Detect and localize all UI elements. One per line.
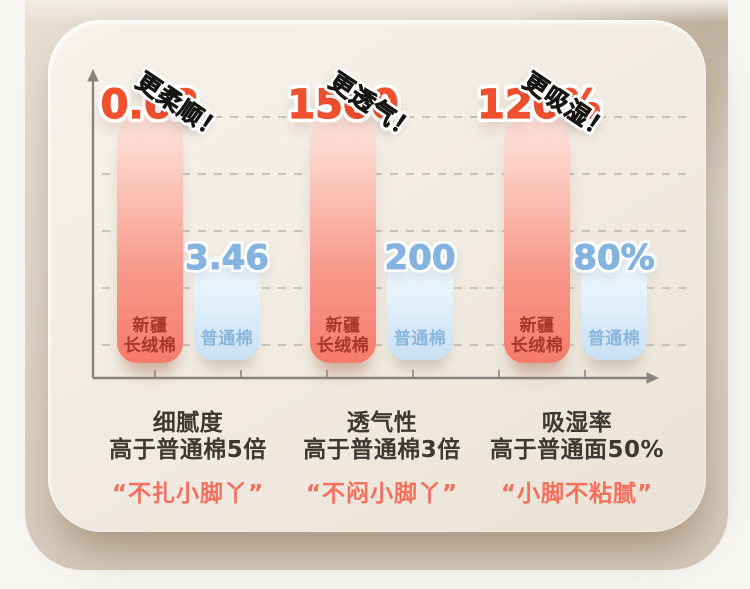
bar-series-label: 新疆 长绒棉 bbox=[504, 316, 570, 356]
secondary-value: 200 bbox=[384, 238, 456, 279]
series-name-line2: 长绒棉 bbox=[316, 335, 370, 356]
bar-xinjiang-cotton: 新疆 长绒棉 bbox=[504, 114, 570, 363]
bar-series-label: 新疆 长绒棉 bbox=[310, 316, 376, 356]
metric-title: 透气性 bbox=[346, 410, 418, 436]
metric-quote: “小脚不粘腻” bbox=[500, 480, 654, 507]
bar-series-label: 普通棉 bbox=[393, 328, 447, 349]
metric-comparison: 高于普通面50% bbox=[489, 436, 665, 463]
metric-title: 细腻度 bbox=[152, 410, 224, 436]
metric-quote: “不扎小脚丫” bbox=[111, 480, 265, 507]
metric-comparison: 高于普通棉3倍 bbox=[303, 436, 461, 463]
series-name-line2: 长绒棉 bbox=[510, 335, 564, 356]
footer-moisture: 吸湿率 高于普通面50% “小脚不粘腻” bbox=[457, 410, 697, 508]
primary-value: 120% bbox=[476, 81, 601, 128]
series-name-line1: 新疆 bbox=[132, 315, 168, 336]
metric-quote: “不闷小脚丫” bbox=[305, 480, 459, 507]
bar-xinjiang-cotton: 新疆 长绒棉 bbox=[117, 114, 183, 363]
series-name-line2: 长绒棉 bbox=[123, 335, 177, 356]
bar-ordinary-cotton: 普通棉 bbox=[194, 256, 260, 360]
bar-ordinary-cotton: 普通棉 bbox=[581, 256, 647, 360]
bar-series-label: 普通棉 bbox=[200, 328, 254, 349]
bar-ordinary-cotton: 普通棉 bbox=[387, 256, 453, 360]
bar-group-breathability: 新疆 长绒棉 普通棉 1500 200 更透气！ bbox=[283, 60, 493, 380]
primary-value: 1500 bbox=[287, 81, 400, 128]
bar-series-label: 新疆 长绒棉 bbox=[117, 316, 183, 356]
y-axis bbox=[87, 69, 99, 378]
series-name-line1: 新疆 bbox=[519, 315, 555, 336]
primary-value: 0.62 bbox=[100, 81, 200, 128]
metric-title: 吸湿率 bbox=[541, 410, 613, 436]
series-name-line1: 新疆 bbox=[325, 315, 361, 336]
footer-breathability: 透气性 高于普通棉3倍 “不闷小脚丫” bbox=[262, 410, 502, 508]
bar-group-moisture: 新疆 长绒棉 普通棉 120% 80% 更吸湿！ bbox=[476, 60, 687, 380]
bar-series-label: 普通棉 bbox=[587, 328, 641, 349]
bar-xinjiang-cotton: 新疆 长绒棉 bbox=[310, 114, 376, 363]
bar-group-fineness: 新疆 长绒棉 普通棉 0.62 3.46 更柔顺！ bbox=[90, 60, 300, 380]
x-axis-ticks bbox=[154, 370, 586, 378]
secondary-value: 3.46 bbox=[185, 238, 270, 279]
footer-fineness: 细腻度 高于普通棉5倍 “不扎小脚丫” bbox=[68, 410, 308, 508]
metric-comparison: 高于普通棉5倍 bbox=[109, 436, 267, 463]
x-axis bbox=[93, 370, 659, 384]
secondary-value: 80% bbox=[573, 238, 655, 279]
